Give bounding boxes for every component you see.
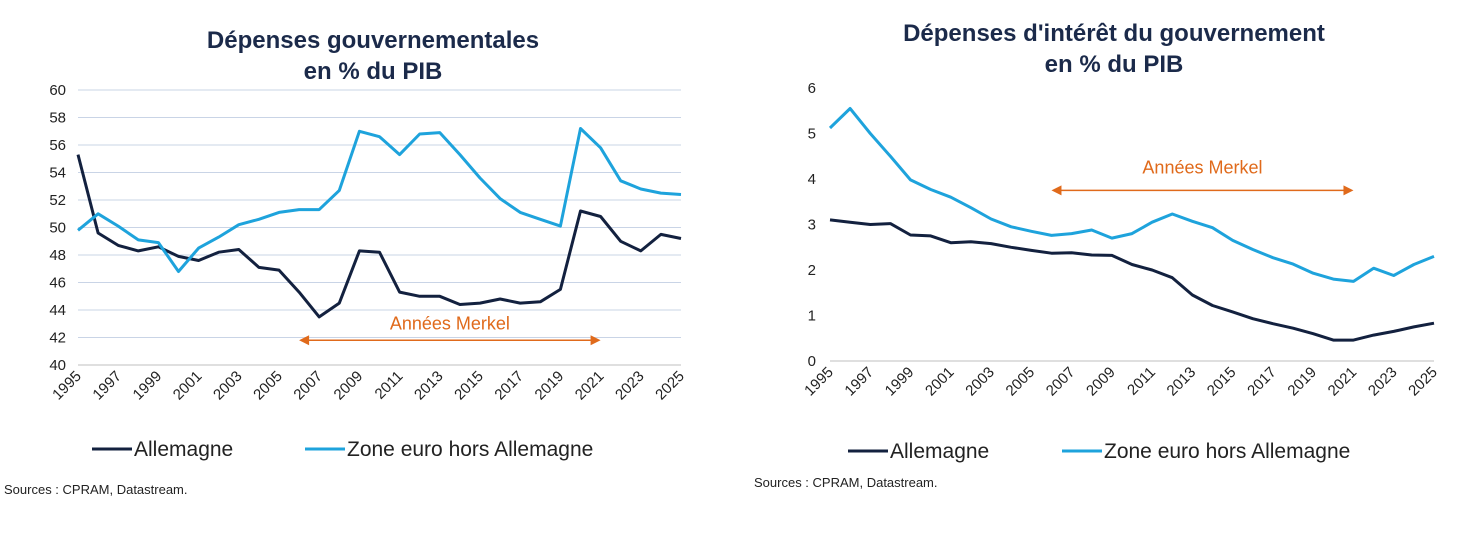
chart-title: Dépenses d'intérêt du gouvernement [903,20,1325,47]
chart-panel-government-spending: Dépenses gouvernementales en % du PIB 40 42… [4,27,688,497]
x-tick-label: 2019 [532,368,568,404]
annotation-label: Années Merkel [390,313,510,333]
annotation-arrowhead-right [1343,185,1354,196]
annotation-arrowhead-left [299,335,310,346]
x-tick-label: 2021 [572,368,608,404]
x-tick-label: 2019 [1284,364,1320,400]
chart-government-spending: Dépenses gouvernementales en % du PIB 40 42… [49,27,688,461]
y-tick-label: 52 [49,192,66,209]
annotation-arrowhead-left [1051,185,1062,196]
x-tick-label: 2025 [652,368,688,404]
source-note: Sources : CPRAM, Datastream. [754,475,938,490]
x-tick-label: 2001 [922,364,958,400]
x-tick-label: 1997 [89,368,125,404]
y-tick-label: 56 [49,137,66,154]
legend-label: Allemagne [134,438,233,461]
x-tick-label: 2011 [1124,364,1159,399]
y-tick-label: 1 [808,308,816,325]
x-tick-label: 2015 [1204,364,1240,400]
y-tick-label: 6 [808,80,816,97]
x-tick-label: 2005 [1003,364,1039,400]
x-tick-label: 1999 [882,364,918,400]
y-tick-label: 50 [49,220,66,237]
legend-label: Allemagne [890,440,989,463]
x-tick-label: 2003 [962,364,998,400]
x-tick-label: 2021 [1325,364,1361,400]
y-tick-label: 3 [808,217,816,234]
x-tick-label: 2011 [372,368,407,403]
series-line-zone-euro-hors-allemagne [77,127,682,273]
x-tick-label: 2017 [491,368,527,404]
x-tick-label: 2005 [250,368,286,404]
x-tick-label: 1997 [841,364,877,400]
chart-title: en % du PIB [1045,51,1184,78]
x-tick-label: 1999 [130,368,166,404]
y-tick-label: 58 [49,110,66,127]
chart-interest-spending: Dépenses d'intérêt du gouvernement en % d… [801,20,1441,463]
x-tick-label: 2023 [612,368,648,404]
y-tick-label: 44 [49,302,66,319]
y-tick-label: 42 [49,330,66,347]
series-line-allemagne [829,218,1435,342]
x-tick-label: 2007 [290,368,326,404]
x-tick-label: 2013 [411,368,447,404]
x-tick-label: 2009 [331,368,367,404]
y-tick-label: 54 [49,165,66,182]
y-tick-label: 4 [808,171,816,188]
x-tick-label: 2007 [1043,364,1079,400]
x-tick-label: 1995 [801,364,837,400]
chart-title: Dépenses gouvernementales [207,27,539,54]
chart-title: en % du PIB [304,58,443,85]
x-tick-label: 2017 [1244,364,1280,400]
series-line-zone-euro-hors-allemagne [828,107,1435,283]
x-tick-label: 2009 [1083,364,1119,400]
y-tick-label: 2 [808,262,816,279]
source-note: Sources : CPRAM, Datastream. [4,482,188,497]
x-tick-label: 2003 [210,368,246,404]
y-tick-label: 48 [49,247,66,264]
chart-panel-interest-spending: Dépenses d'intérêt du gouvernement en % d… [740,0,1457,534]
y-tick-label: 46 [49,275,66,292]
y-tick-label: 5 [808,126,816,143]
x-tick-label: 2023 [1365,364,1401,400]
y-tick-label: 40 [49,357,66,374]
x-tick-label: 2001 [170,368,206,404]
annotation-label: Années Merkel [1142,157,1262,177]
series-line-allemagne [76,154,682,319]
x-tick-label: 2025 [1405,364,1441,400]
y-tick-label: 60 [49,82,66,99]
x-tick-label: 2013 [1164,364,1200,400]
x-tick-label: 2015 [451,368,487,404]
y-tick-label: 0 [808,353,816,370]
legend-label: Zone euro hors Allemagne [347,438,593,461]
annotation-arrowhead-right [590,335,601,346]
legend-label: Zone euro hors Allemagne [1104,440,1350,463]
